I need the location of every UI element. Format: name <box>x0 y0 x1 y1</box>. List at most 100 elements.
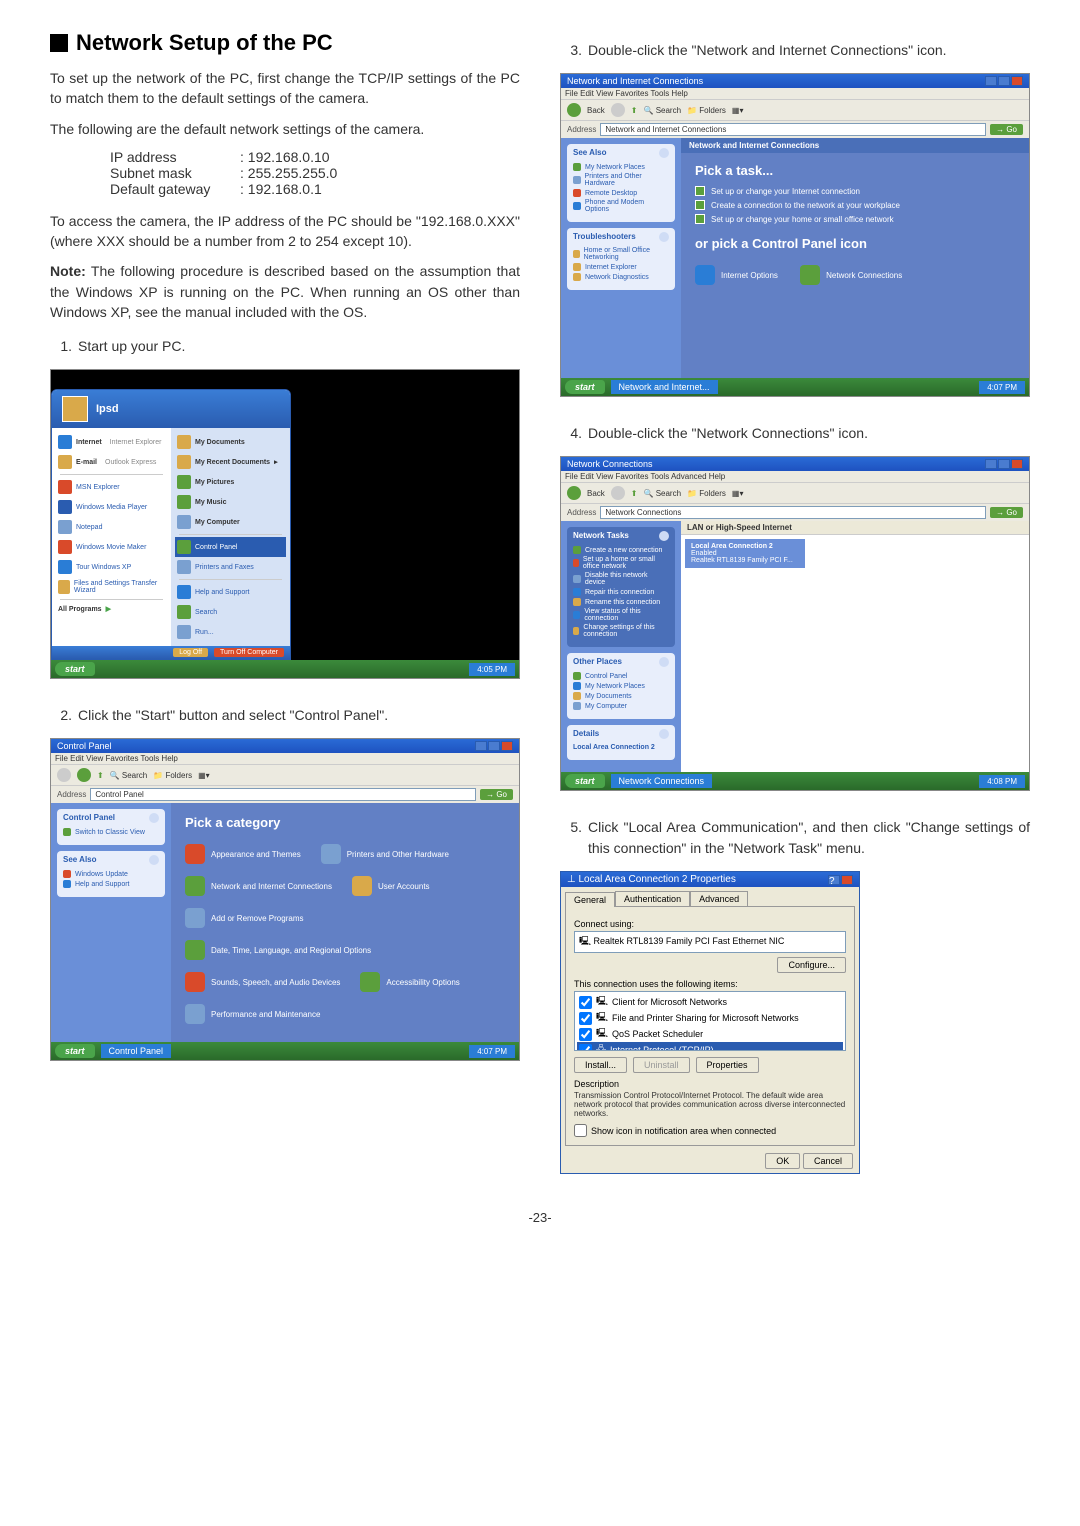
tab-authentication[interactable]: Authentication <box>615 891 690 906</box>
category-item[interactable]: Network and Internet Connections <box>185 876 332 896</box>
list-item[interactable]: Search <box>175 602 286 622</box>
go-button[interactable]: → Go <box>990 124 1023 135</box>
start-button[interactable]: start <box>55 662 95 676</box>
properties-button[interactable]: Properties <box>696 1057 759 1073</box>
address-bar[interactable]: Address Control Panel → Go <box>51 785 519 803</box>
maximize-icon[interactable] <box>488 741 500 751</box>
back-icon[interactable] <box>567 486 581 500</box>
list-item[interactable]: Notepad <box>56 517 167 537</box>
tab-general[interactable]: General <box>565 892 615 907</box>
list-item[interactable]: My Pictures <box>175 472 286 492</box>
list-item[interactable]: Help and Support <box>175 582 286 602</box>
logoff-button[interactable]: Log Off <box>173 648 208 657</box>
start-button[interactable]: start <box>565 380 605 394</box>
list-item[interactable]: Printers and Faxes <box>175 557 286 577</box>
uninstall-button[interactable]: Uninstall <box>633 1057 690 1073</box>
forward-icon[interactable] <box>77 768 91 782</box>
list-item[interactable]: View status of this connection <box>573 607 669 623</box>
list-item[interactable]: Windows Media Player <box>56 497 167 517</box>
list-item[interactable]: Files and Settings Transfer Wizard <box>56 577 167 597</box>
close-icon[interactable] <box>1011 459 1023 469</box>
back-icon[interactable] <box>567 103 581 117</box>
checkbox[interactable] <box>579 996 592 1009</box>
control-panel-item[interactable]: Control Panel <box>175 537 286 557</box>
list-item[interactable]: Help and Support <box>63 879 159 889</box>
list-item[interactable]: Run... <box>175 622 286 642</box>
list-item[interactable]: Tour Windows XP <box>56 557 167 577</box>
task-item[interactable]: Set up or change your Internet connectio… <box>695 186 1015 196</box>
list-item[interactable]: Home or Small Office Networking <box>573 246 669 262</box>
close-icon[interactable] <box>1011 76 1023 86</box>
list-item[interactable]: MSN Explorer <box>56 477 167 497</box>
menubar[interactable]: File Edit View Favorites Tools Advanced … <box>561 471 1029 482</box>
go-button[interactable]: → Go <box>480 789 513 800</box>
checkbox[interactable] <box>579 1012 592 1025</box>
list-item[interactable]: Repair this connection <box>573 587 669 597</box>
list-item[interactable]: My Documents <box>573 691 669 701</box>
forward-icon[interactable] <box>611 486 625 500</box>
list-item[interactable]: My Computer <box>175 512 286 532</box>
collapse-icon[interactable] <box>659 148 669 158</box>
list-item[interactable]: Change settings of this connection <box>573 623 669 639</box>
category-item[interactable]: User Accounts <box>352 876 430 896</box>
collapse-icon[interactable] <box>149 813 159 823</box>
list-item[interactable]: Windows Movie Maker <box>56 537 167 557</box>
category-item[interactable]: Sounds, Speech, and Audio Devices <box>185 972 340 992</box>
lan-connection-item[interactable]: Local Area Connection 2 Enabled Realtek … <box>685 539 805 568</box>
category-item[interactable]: Performance and Maintenance <box>185 1004 320 1024</box>
list-item[interactable]: Internet Explorer <box>573 262 669 272</box>
list-item[interactable]: Windows Update <box>63 869 159 879</box>
collapse-icon[interactable] <box>659 657 669 667</box>
category-item[interactable]: Date, Time, Language, and Regional Optio… <box>185 940 371 960</box>
minimize-icon[interactable] <box>475 741 487 751</box>
checkbox[interactable] <box>579 1044 592 1052</box>
tab-advanced[interactable]: Advanced <box>690 891 748 906</box>
list-item[interactable]: Control Panel <box>573 671 669 681</box>
start-button[interactable]: start <box>565 774 605 788</box>
minimize-icon[interactable] <box>985 76 997 86</box>
list-item[interactable]: My Documents <box>175 432 286 452</box>
category-item[interactable]: Printers and Other Hardware <box>321 844 449 864</box>
collapse-icon[interactable] <box>149 855 159 865</box>
install-button[interactable]: Install... <box>574 1057 627 1073</box>
category-item[interactable]: Appearance and Themes <box>185 844 301 864</box>
back-icon[interactable] <box>57 768 71 782</box>
menubar[interactable]: File Edit View Favorites Tools Help <box>51 753 519 764</box>
collapse-icon[interactable] <box>659 232 669 242</box>
cp-icon-item[interactable]: Network Connections <box>800 265 902 285</box>
list-item[interactable]: Remote Desktop <box>573 188 669 198</box>
list-item[interactable]: 🖧Internet Protocol (TCP/IP) <box>577 1042 843 1051</box>
checkbox[interactable] <box>574 1124 587 1137</box>
list-item[interactable]: Phone and Modem Options <box>573 198 669 214</box>
cp-icon-item[interactable]: Internet Options <box>695 265 778 285</box>
list-item[interactable]: My Music <box>175 492 286 512</box>
list-item[interactable]: 🖳Client for Microsoft Networks <box>577 994 843 1010</box>
forward-icon[interactable] <box>611 103 625 117</box>
list-item[interactable]: 🖳QoS Packet Scheduler <box>577 1026 843 1042</box>
close-icon[interactable] <box>841 875 853 885</box>
list-item[interactable]: Rename this connection <box>573 597 669 607</box>
list-item[interactable]: 🖳File and Printer Sharing for Microsoft … <box>577 1010 843 1026</box>
taskbar-task[interactable]: Network Connections <box>611 774 713 788</box>
task-item[interactable]: Set up or change your home or small offi… <box>695 214 1015 224</box>
category-item[interactable]: Add or Remove Programs <box>185 908 303 928</box>
maximize-icon[interactable] <box>998 76 1010 86</box>
list-item[interactable]: Network Diagnostics <box>573 272 669 282</box>
taskbar-task[interactable]: Network and Internet... <box>611 380 718 394</box>
minimize-icon[interactable] <box>985 459 997 469</box>
list-item[interactable]: InternetInternet Explorer <box>56 432 167 452</box>
list-item[interactable]: Printers and Other Hardware <box>573 172 669 188</box>
go-button[interactable]: → Go <box>990 507 1023 518</box>
start-button[interactable]: start <box>55 1044 95 1058</box>
close-icon[interactable] <box>501 741 513 751</box>
components-listbox[interactable]: 🖳Client for Microsoft Networks 🖳File and… <box>574 991 846 1051</box>
collapse-icon[interactable] <box>659 531 669 541</box>
address-bar[interactable]: Address Network Connections → Go <box>561 503 1029 521</box>
ok-button[interactable]: OK <box>765 1153 800 1169</box>
collapse-icon[interactable] <box>659 729 669 739</box>
list-item[interactable]: Create a new connection <box>573 545 669 555</box>
list-item[interactable]: My Network Places <box>573 162 669 172</box>
turnoff-button[interactable]: Turn Off Computer <box>214 648 284 657</box>
taskbar-task[interactable]: Control Panel <box>101 1044 172 1058</box>
help-icon[interactable]: ? <box>828 875 840 885</box>
